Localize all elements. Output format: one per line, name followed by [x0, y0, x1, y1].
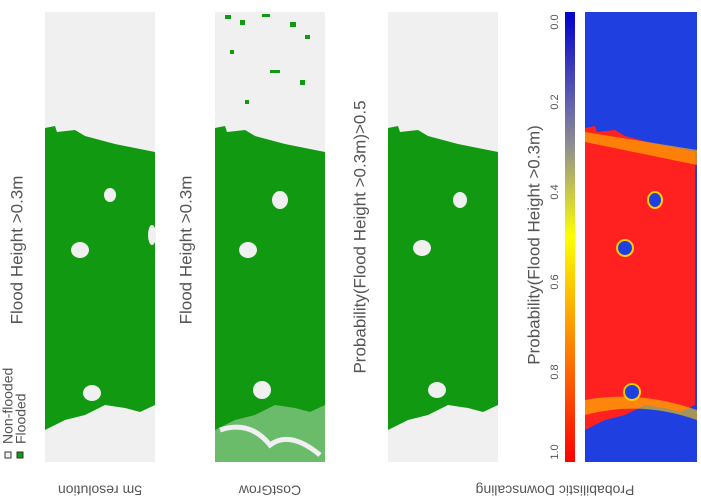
probability-area [585, 126, 695, 430]
dry-channel [219, 424, 322, 457]
dry-patch [71, 242, 89, 258]
map-panel [585, 12, 697, 462]
dry-patch [253, 381, 271, 399]
dry-patch [428, 382, 446, 398]
colorbar-ticks: 0.0 0.2 0.4 0.6 0.8 1.0 [549, 14, 561, 459]
colorbar-tick-label: 0.6 [549, 274, 561, 289]
flooded-speckle [225, 14, 310, 104]
dry-patch [413, 240, 431, 256]
colorbar [565, 12, 575, 462]
dry-patch [148, 225, 156, 245]
panel-title: Flood Height >0.3m [7, 176, 26, 325]
panel-caption: Probabilistic Downscaling [476, 482, 635, 498]
dry-patch [453, 192, 467, 208]
flooded-speckle [215, 400, 325, 462]
colorbar-tick-label: 0.8 [549, 364, 561, 379]
map-panel [45, 12, 156, 462]
dry-patch [272, 191, 288, 209]
map-panel [388, 12, 498, 462]
colorbar-tick-label: 0.0 [549, 14, 561, 29]
flooded-area [215, 126, 325, 430]
dry-patch [239, 242, 257, 258]
panel-title: Probability(Flood Height >0.3m) [524, 125, 543, 365]
map-panel [215, 12, 325, 462]
panel-title: Probability(Flood Height >0.3m)>0.5 [350, 100, 369, 373]
legend-swatch [16, 451, 24, 459]
colorbar-tick-label: 0.2 [549, 94, 561, 109]
colorbar-tick-label: 1.0 [549, 444, 561, 459]
panel-title: Flood Height >0.3m [176, 176, 195, 325]
colorbar-tick-label: 0.4 [549, 184, 561, 199]
dry-patch [616, 239, 634, 257]
dry-patch [104, 188, 116, 202]
dry-patch [623, 383, 641, 401]
panel-caption: 5m resolution [58, 482, 142, 498]
flooded-area [45, 126, 155, 430]
probability-edge [585, 396, 697, 420]
legend-swatch [4, 451, 12, 459]
legend-label: Flooded [13, 393, 29, 444]
probability-edge [585, 132, 697, 165]
legend-label: Non-flooded [0, 368, 16, 444]
dry-patch [647, 191, 663, 209]
dry-patch [83, 385, 101, 401]
panel-caption: CostGrow [238, 482, 301, 498]
